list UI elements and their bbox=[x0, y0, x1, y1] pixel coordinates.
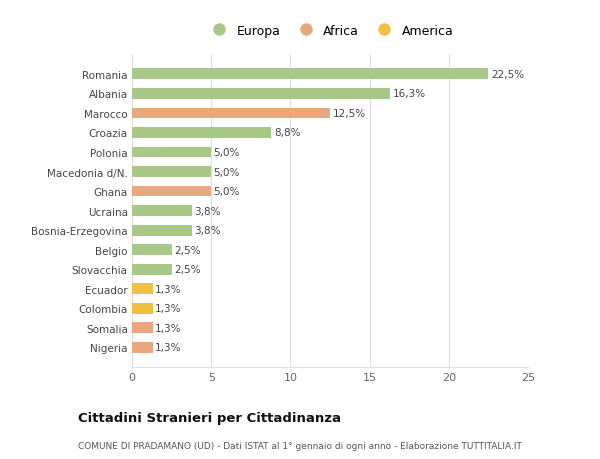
Bar bbox=[132, 128, 271, 139]
Text: COMUNE DI PRADAMANO (UD) - Dati ISTAT al 1° gennaio di ogni anno - Elaborazione : COMUNE DI PRADAMANO (UD) - Dati ISTAT al… bbox=[78, 441, 522, 450]
Legend: Europa, Africa, America: Europa, Africa, America bbox=[203, 21, 457, 41]
Text: 2,5%: 2,5% bbox=[174, 245, 200, 255]
Bar bbox=[132, 264, 172, 275]
Text: 16,3%: 16,3% bbox=[392, 89, 425, 99]
Bar bbox=[132, 108, 330, 119]
Text: 1,3%: 1,3% bbox=[155, 323, 181, 333]
Text: 22,5%: 22,5% bbox=[491, 70, 524, 79]
Bar bbox=[132, 167, 211, 178]
Text: 8,8%: 8,8% bbox=[274, 128, 300, 138]
Bar bbox=[132, 69, 488, 80]
Text: 3,8%: 3,8% bbox=[194, 206, 221, 216]
Text: 1,3%: 1,3% bbox=[155, 304, 181, 313]
Bar bbox=[132, 206, 192, 217]
Text: 5,0%: 5,0% bbox=[214, 187, 240, 196]
Text: 5,0%: 5,0% bbox=[214, 167, 240, 177]
Bar bbox=[132, 147, 211, 158]
Bar bbox=[132, 323, 152, 334]
Bar bbox=[132, 89, 390, 100]
Bar bbox=[132, 186, 211, 197]
Text: 5,0%: 5,0% bbox=[214, 148, 240, 157]
Bar bbox=[132, 342, 152, 353]
Bar bbox=[132, 284, 152, 295]
Bar bbox=[132, 245, 172, 256]
Bar bbox=[132, 303, 152, 314]
Text: 12,5%: 12,5% bbox=[332, 109, 365, 118]
Bar bbox=[132, 225, 192, 236]
Text: 2,5%: 2,5% bbox=[174, 265, 200, 274]
Text: 1,3%: 1,3% bbox=[155, 284, 181, 294]
Text: 3,8%: 3,8% bbox=[194, 226, 221, 235]
Text: Cittadini Stranieri per Cittadinanza: Cittadini Stranieri per Cittadinanza bbox=[78, 412, 341, 425]
Text: 1,3%: 1,3% bbox=[155, 343, 181, 353]
